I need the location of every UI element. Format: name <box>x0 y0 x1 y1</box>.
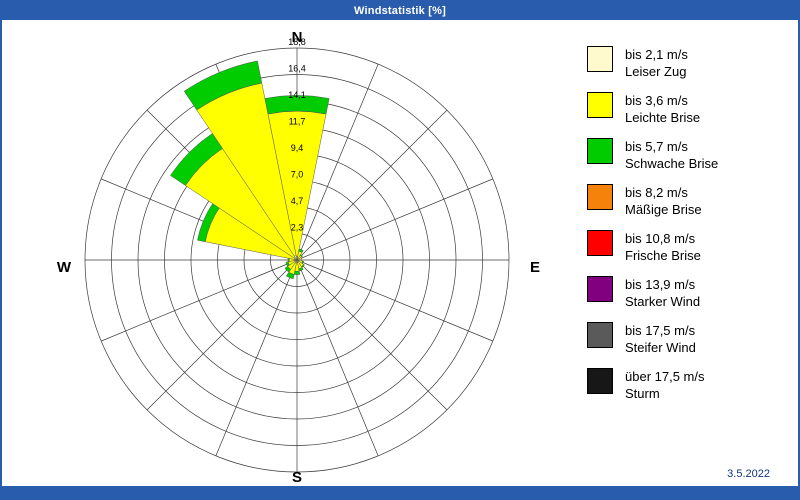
windrose-svg: 2,3 4,7 7,0 9,4 11,7 14,1 16,4 18,8N S W E <box>57 29 540 486</box>
legend-swatch <box>587 92 613 118</box>
compass-west: W <box>57 259 72 276</box>
legend-swatch <box>587 184 613 210</box>
petal-segment-S <box>293 270 301 275</box>
legend-label: bis 3,6 m/s Leichte Brise <box>625 92 700 126</box>
legend-speed: bis 13,9 m/s <box>625 277 696 292</box>
legend-speed: bis 10,8 m/s <box>625 231 696 246</box>
legend-speed: bis 2,1 m/s <box>625 47 688 62</box>
legend-item: über 17,5 m/s Sturm <box>587 368 787 402</box>
bottom-bar <box>2 486 798 498</box>
legend-name: Sturm <box>625 386 660 401</box>
radial-tick: 9,4 <box>291 143 304 153</box>
petal-segment-NNW <box>183 60 263 111</box>
legend-item: bis 5,7 m/s Schwache Brise <box>587 138 787 172</box>
compass-south: S <box>292 469 302 486</box>
legend-label: bis 2,1 m/s Leiser Zug <box>625 46 688 80</box>
legend-label: über 17,5 m/s Sturm <box>625 368 705 402</box>
legend-item: bis 10,8 m/s Frische Brise <box>587 230 787 264</box>
legend-swatch <box>587 230 613 256</box>
petal-segment-N <box>264 95 330 115</box>
legend-speed: über 17,5 m/s <box>625 369 705 384</box>
petal-segment-W <box>287 257 290 263</box>
radial-tick: 4,7 <box>291 196 304 206</box>
legend-item: bis 17,5 m/s Steifer Wind <box>587 322 787 356</box>
legend-swatch <box>587 46 613 72</box>
legend-label: bis 13,9 m/s Starker Wind <box>625 276 700 310</box>
radial-tick: 16,4 <box>288 64 306 74</box>
legend-swatch <box>587 322 613 348</box>
legend-label: bis 8,2 m/s Mäßige Brise <box>625 184 702 218</box>
radial-tick: 18,8 <box>288 37 306 47</box>
radial-tick: 7,0 <box>291 170 304 180</box>
legend-item: bis 13,9 m/s Starker Wind <box>587 276 787 310</box>
legend-name: Starker Wind <box>625 294 701 309</box>
petal-segment-SW <box>284 265 292 273</box>
petal-segment-WSW <box>285 261 290 267</box>
legend-name: Mäßige Brise <box>625 202 702 217</box>
radial-tick: 2,3 <box>291 223 304 233</box>
legend: bis 2,1 m/s Leiser Zug bis 3,6 m/s Leichte … <box>587 46 787 414</box>
compass-east: E <box>530 259 540 276</box>
legend-item: bis 3,6 m/s Leichte Brise <box>587 92 787 126</box>
windrose-chart: 2,3 4,7 7,0 9,4 11,7 14,1 16,4 18,8 N S W E <box>2 20 562 486</box>
legend-name: Schwache Brise <box>625 156 719 171</box>
legend-speed: bis 17,5 m/s <box>625 323 696 338</box>
radial-tick: 11,7 <box>289 117 306 127</box>
petal-segment-SSW <box>286 271 295 280</box>
legend-name: Leichte Brise <box>625 110 701 125</box>
legend-name: Frische Brise <box>625 248 701 263</box>
legend-name: Leiser Zug <box>625 64 687 79</box>
legend-swatch <box>587 276 613 302</box>
legend-item: bis 2,1 m/s Leiser Zug <box>587 46 787 80</box>
legend-label: bis 5,7 m/s Schwache Brise <box>625 138 718 172</box>
petal-segment-NNE <box>298 248 304 253</box>
legend-name: Steifer Wind <box>625 340 696 355</box>
petal-segment-NE <box>299 254 303 258</box>
compass-north: N <box>292 29 303 46</box>
legend-label: bis 10,8 m/s Frische Brise <box>625 230 701 264</box>
legend-speed: bis 8,2 m/s <box>625 185 688 200</box>
legend-speed: bis 5,7 m/s <box>625 139 688 154</box>
legend-item: bis 8,2 m/s Mäßige Brise <box>587 184 787 218</box>
legend-speed: bis 3,6 m/s <box>625 93 688 108</box>
legend-swatch <box>587 138 613 164</box>
legend-label: bis 17,5 m/s Steifer Wind <box>625 322 696 356</box>
radial-tick: 14,1 <box>288 90 306 100</box>
title-bar: Windstatistik [%] <box>2 2 798 20</box>
date-label: 3.5.2022 <box>727 468 770 480</box>
legend-swatch <box>587 368 613 394</box>
